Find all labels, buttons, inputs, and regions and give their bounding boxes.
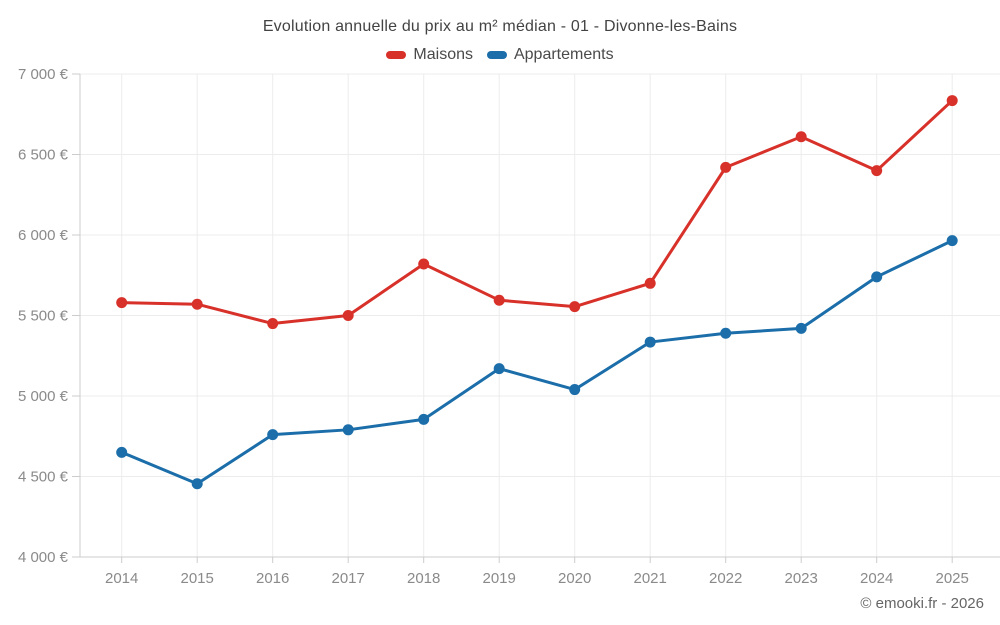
data-point-maisons xyxy=(795,131,807,143)
data-point-appartements xyxy=(342,424,354,436)
data-point-maisons xyxy=(418,258,430,270)
legend-label-appartements: Appartements xyxy=(513,46,614,63)
y-tick-label: 7 000 € xyxy=(18,66,69,83)
y-tick-label: 6 000 € xyxy=(18,227,69,244)
data-point-appartements xyxy=(946,235,958,247)
data-point-maisons xyxy=(720,161,732,173)
y-tick-label: 6 500 € xyxy=(18,147,69,164)
x-tick-label: 2020 xyxy=(558,570,591,587)
data-point-maisons xyxy=(116,297,128,309)
data-point-maisons xyxy=(644,277,656,289)
data-point-maisons xyxy=(493,294,505,306)
maisons-swatch-icon xyxy=(386,51,407,59)
series-line-appartements xyxy=(120,239,954,486)
chart-title: Evolution annuelle du prix au m² médian … xyxy=(262,18,738,35)
y-tick-label: 5 500 € xyxy=(18,308,69,325)
x-tick-label: 2025 xyxy=(936,570,969,587)
data-point-appartements xyxy=(116,446,128,458)
data-point-maisons xyxy=(267,318,279,330)
x-tick-label: 2016 xyxy=(256,570,289,587)
y-tick-label: 4 000 € xyxy=(18,549,69,566)
x-tick-label: 2022 xyxy=(709,570,742,587)
data-point-maisons xyxy=(569,301,581,313)
data-point-appartements xyxy=(191,478,203,490)
data-point-appartements xyxy=(644,336,656,348)
data-point-maisons xyxy=(191,298,203,310)
x-tick-label: 2019 xyxy=(483,570,516,587)
chart-legend: Maisons Appartements xyxy=(0,46,1000,64)
data-point-maisons xyxy=(342,310,354,321)
x-tick-label: 2024 xyxy=(860,570,893,587)
data-point-appartements xyxy=(418,413,430,425)
data-point-appartements xyxy=(267,429,279,441)
footer-credit: © emooki.fr - 2026 xyxy=(860,595,984,612)
x-tick-label: 2014 xyxy=(105,570,138,587)
x-tick-label: 2015 xyxy=(181,570,214,587)
x-tick-label: 2021 xyxy=(634,570,667,587)
legend-label-maisons: Maisons xyxy=(413,46,473,63)
legend-item-maisons[interactable]: Maisons xyxy=(386,46,473,64)
data-point-appartements xyxy=(493,363,505,375)
series-line-maisons xyxy=(120,99,954,326)
y-tick-label: 4 500 € xyxy=(18,469,69,486)
data-point-maisons xyxy=(871,165,883,177)
data-point-appartements xyxy=(569,384,581,396)
data-point-appartements xyxy=(720,327,732,339)
data-point-appartements xyxy=(871,271,883,283)
x-tick-label: 2017 xyxy=(332,570,365,587)
x-tick-label: 2023 xyxy=(785,570,818,587)
legend-item-appartements[interactable]: Appartements xyxy=(486,46,614,64)
x-tick-label: 2018 xyxy=(407,570,440,587)
appartements-swatch-icon xyxy=(486,51,507,59)
data-point-appartements xyxy=(795,322,807,334)
y-tick-label: 5 000 € xyxy=(18,388,69,405)
data-point-maisons xyxy=(946,95,958,107)
